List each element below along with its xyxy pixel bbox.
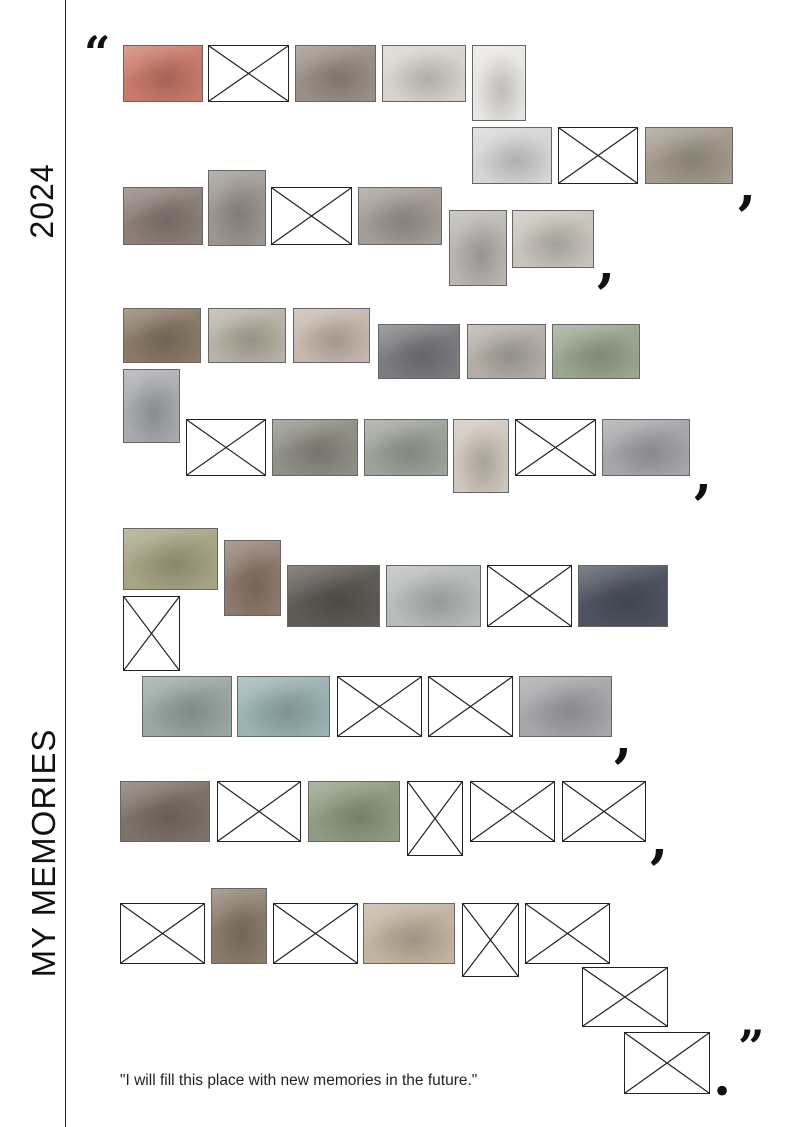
placeholder-cross-icon bbox=[121, 904, 204, 963]
placeholder-cross-icon bbox=[272, 188, 351, 244]
placeholder-cross-icon bbox=[218, 782, 300, 841]
comma-mark: , bbox=[650, 809, 669, 870]
memory-photo bbox=[519, 676, 612, 737]
empty-photo-placeholder bbox=[208, 45, 289, 102]
memory-photo bbox=[449, 210, 507, 286]
comma-mark: , bbox=[614, 708, 633, 769]
comma-mark: , bbox=[597, 233, 616, 294]
memory-photo bbox=[120, 781, 210, 842]
memory-photo bbox=[578, 565, 668, 627]
memory-photo bbox=[386, 565, 481, 627]
memory-photo bbox=[272, 419, 358, 476]
memory-photo bbox=[382, 45, 466, 102]
footer-quote: "I will fill this place with new memorie… bbox=[120, 1072, 478, 1089]
empty-photo-placeholder bbox=[123, 596, 180, 671]
empty-photo-placeholder bbox=[273, 903, 358, 964]
placeholder-cross-icon bbox=[209, 46, 288, 101]
memory-photo bbox=[552, 324, 640, 379]
memory-photo bbox=[224, 540, 281, 616]
placeholder-cross-icon bbox=[463, 904, 518, 976]
page-title: MY MEMORIES bbox=[25, 728, 62, 978]
comma-mark: , bbox=[738, 155, 757, 216]
memory-photo bbox=[211, 888, 267, 964]
empty-photo-placeholder bbox=[337, 676, 422, 737]
memory-photo bbox=[378, 324, 460, 379]
memory-photo bbox=[645, 127, 733, 184]
memory-photo bbox=[363, 903, 455, 964]
close-quote-mark: ” bbox=[738, 1020, 765, 1074]
memory-photo bbox=[453, 419, 509, 493]
empty-photo-placeholder bbox=[487, 565, 572, 627]
empty-photo-placeholder bbox=[462, 903, 519, 977]
memory-photo bbox=[123, 369, 180, 443]
memory-photo bbox=[358, 187, 442, 245]
memory-photo bbox=[142, 676, 232, 737]
empty-photo-placeholder bbox=[515, 419, 596, 476]
empty-photo-placeholder bbox=[428, 676, 513, 737]
vertical-divider-line bbox=[65, 0, 66, 1127]
empty-photo-placeholder bbox=[525, 903, 610, 964]
placeholder-cross-icon bbox=[625, 1033, 709, 1093]
empty-photo-placeholder bbox=[562, 781, 646, 842]
placeholder-cross-icon bbox=[516, 420, 595, 475]
comma-mark: , bbox=[694, 444, 713, 505]
placeholder-cross-icon bbox=[187, 420, 265, 475]
period-mark: . bbox=[713, 1047, 732, 1108]
placeholder-cross-icon bbox=[471, 782, 554, 841]
placeholder-cross-icon bbox=[124, 597, 179, 670]
placeholder-cross-icon bbox=[563, 782, 645, 841]
year-label: 2024 bbox=[24, 163, 60, 239]
empty-photo-placeholder bbox=[470, 781, 555, 842]
placeholder-cross-icon bbox=[408, 782, 462, 855]
empty-photo-placeholder bbox=[624, 1032, 710, 1094]
placeholder-cross-icon bbox=[488, 566, 571, 626]
memory-photo bbox=[293, 308, 370, 363]
memory-photo bbox=[237, 676, 330, 737]
memory-photo bbox=[512, 210, 594, 268]
empty-photo-placeholder bbox=[120, 903, 205, 964]
empty-photo-placeholder bbox=[558, 127, 638, 184]
memory-photo bbox=[472, 127, 552, 184]
memory-photo bbox=[208, 308, 286, 363]
empty-photo-placeholder bbox=[582, 967, 668, 1027]
placeholder-cross-icon bbox=[274, 904, 357, 963]
memory-photo bbox=[123, 308, 201, 363]
placeholder-cross-icon bbox=[559, 128, 637, 183]
memory-photo bbox=[123, 528, 218, 590]
empty-photo-placeholder bbox=[186, 419, 266, 476]
open-quote-mark: “ bbox=[84, 26, 111, 80]
memory-photo bbox=[287, 565, 380, 627]
memory-photo bbox=[208, 170, 266, 246]
placeholder-cross-icon bbox=[338, 677, 421, 736]
memory-photo bbox=[308, 781, 400, 842]
placeholder-cross-icon bbox=[583, 968, 667, 1026]
memory-photo bbox=[467, 324, 546, 379]
memory-photo bbox=[472, 45, 526, 121]
empty-photo-placeholder bbox=[217, 781, 301, 842]
placeholder-cross-icon bbox=[526, 904, 609, 963]
placeholder-cross-icon bbox=[429, 677, 512, 736]
memory-photo bbox=[123, 187, 203, 245]
empty-photo-placeholder bbox=[407, 781, 463, 856]
memory-photo bbox=[123, 45, 203, 102]
empty-photo-placeholder bbox=[271, 187, 352, 245]
memory-photo bbox=[602, 419, 690, 476]
memory-photo bbox=[295, 45, 376, 102]
memory-photo bbox=[364, 419, 448, 476]
